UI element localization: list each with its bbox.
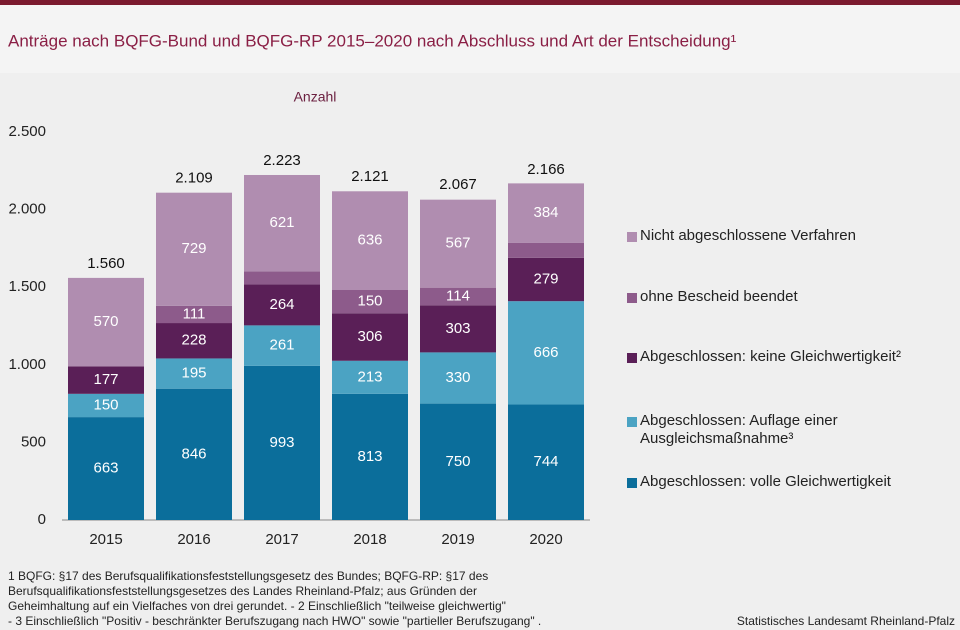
total-label: 1.560 bbox=[87, 255, 125, 272]
footnote: Berufsqualifikationsfeststellungsgesetze… bbox=[8, 584, 477, 598]
legend-label: ohne Bescheid beendet bbox=[640, 288, 798, 305]
legend-label: Nicht abgeschlossene Verfahren bbox=[640, 227, 856, 244]
data-label: 666 bbox=[533, 344, 558, 361]
data-label: 621 bbox=[269, 214, 294, 231]
title-band bbox=[0, 5, 960, 73]
y-tick-label: 2.500 bbox=[8, 123, 46, 140]
data-label: 195 bbox=[181, 365, 206, 382]
x-tick-label: 2016 bbox=[177, 531, 210, 548]
legend-label: Abgeschlossen: volle Gleichwertigkeit bbox=[640, 473, 891, 490]
bar-segment bbox=[244, 284, 320, 326]
bar-segment bbox=[244, 365, 320, 520]
data-label: 150 bbox=[93, 396, 118, 413]
data-label: 729 bbox=[181, 240, 206, 257]
bar-segment bbox=[156, 192, 232, 306]
bar-segment bbox=[68, 417, 144, 520]
bar-segment bbox=[508, 242, 584, 258]
data-label: 213 bbox=[357, 368, 382, 385]
bar-segment bbox=[156, 323, 232, 359]
x-tick-label: 2015 bbox=[89, 531, 122, 548]
total-label: 2.067 bbox=[439, 176, 477, 193]
legend-swatch bbox=[627, 417, 637, 427]
bar-segment bbox=[420, 287, 496, 306]
footnote: - 3 Einschließlich "Positiv - beschränkt… bbox=[8, 614, 541, 628]
total-label: 2.109 bbox=[175, 170, 213, 187]
bar-segment bbox=[156, 388, 232, 520]
data-label: 744 bbox=[533, 453, 558, 470]
bar-segment bbox=[332, 313, 408, 361]
bar-segment bbox=[244, 271, 320, 285]
bar-segment bbox=[420, 352, 496, 404]
bar-segment bbox=[508, 183, 584, 243]
data-label: 150 bbox=[357, 293, 382, 310]
top-bar bbox=[0, 0, 960, 5]
x-tick-label: 2020 bbox=[529, 531, 562, 548]
data-label: 846 bbox=[181, 445, 206, 462]
footnote: Geheimhaltung auf ein Vielfaches von dre… bbox=[8, 599, 506, 613]
total-label: 2.121 bbox=[351, 168, 389, 185]
bar-segment bbox=[420, 403, 496, 520]
data-label: 306 bbox=[357, 328, 382, 345]
bar-segment bbox=[508, 404, 584, 520]
total-label: 2.223 bbox=[263, 152, 301, 169]
x-tick-label: 2019 bbox=[441, 531, 474, 548]
bar-segment bbox=[332, 191, 408, 290]
y-axis-label: Anzahl bbox=[294, 89, 337, 105]
legend-label: Abgeschlossen: keine Gleichwertigkeit² bbox=[640, 348, 901, 365]
data-label: 114 bbox=[446, 287, 470, 304]
chart-title: Anträge nach BQFG-Bund und BQFG-RP 2015–… bbox=[8, 31, 737, 50]
bar-segment bbox=[156, 305, 232, 324]
legend-swatch bbox=[627, 353, 637, 363]
data-label: 570 bbox=[93, 313, 118, 330]
bar-segment bbox=[420, 305, 496, 353]
data-label: 279 bbox=[533, 270, 558, 287]
bar-segment bbox=[244, 174, 320, 272]
y-tick-label: 500 bbox=[21, 433, 46, 450]
source: Statistisches Landesamt Rheinland-Pfalz bbox=[737, 614, 955, 628]
data-label: 228 bbox=[181, 332, 206, 349]
legend-swatch bbox=[627, 478, 637, 488]
data-label: 993 bbox=[269, 434, 294, 451]
y-tick-label: 0 bbox=[38, 511, 46, 528]
y-tick-label: 2.000 bbox=[8, 201, 46, 218]
data-label: 567 bbox=[445, 235, 470, 252]
data-label: 177 bbox=[93, 371, 118, 388]
data-label: 384 bbox=[533, 204, 558, 221]
bar-segment bbox=[332, 393, 408, 520]
data-label: 261 bbox=[269, 337, 294, 354]
bar-segment bbox=[332, 360, 408, 394]
bar-segment bbox=[68, 366, 144, 394]
data-label: 636 bbox=[357, 232, 382, 249]
bar-segment bbox=[68, 393, 144, 418]
data-label: 303 bbox=[445, 320, 470, 337]
bar-segment bbox=[68, 277, 144, 367]
bar-segment bbox=[244, 325, 320, 366]
data-label: 813 bbox=[357, 448, 382, 465]
x-tick-label: 2017 bbox=[265, 531, 298, 548]
footnote: 1 BQFG: §17 des Berufsqualifikationsfest… bbox=[8, 569, 488, 583]
y-tick-label: 1.500 bbox=[8, 278, 46, 295]
data-label: 330 bbox=[445, 369, 470, 386]
x-tick-label: 2018 bbox=[353, 531, 386, 548]
legend-swatch bbox=[627, 232, 637, 242]
legend-label: Abgeschlossen: Auflage einer Ausgleichsm… bbox=[640, 412, 838, 447]
legend-swatch bbox=[627, 293, 637, 303]
y-tick-label: 1.000 bbox=[8, 356, 46, 373]
bar-segment bbox=[508, 257, 584, 302]
data-label: 111 bbox=[183, 305, 206, 322]
bar-segment bbox=[156, 358, 232, 389]
bar-segment bbox=[420, 199, 496, 288]
data-label: 264 bbox=[269, 296, 294, 313]
total-label: 2.166 bbox=[527, 161, 565, 178]
bar-segment bbox=[332, 289, 408, 314]
data-label: 750 bbox=[445, 453, 470, 470]
data-label: 663 bbox=[93, 460, 118, 477]
bar-segment bbox=[508, 301, 584, 405]
